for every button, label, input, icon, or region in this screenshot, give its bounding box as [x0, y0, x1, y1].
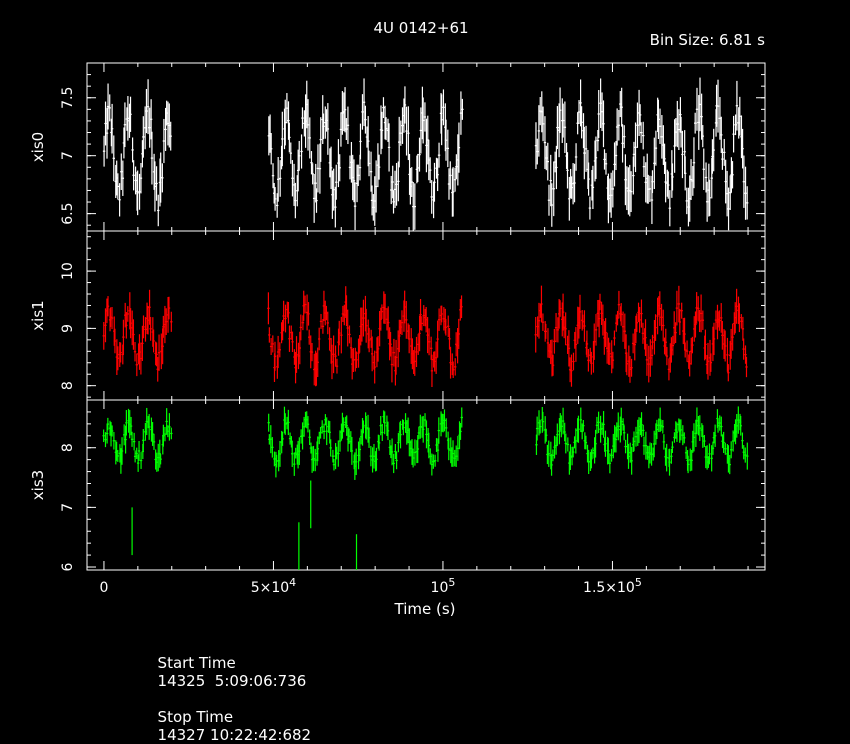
y-tick-label: 7	[60, 503, 76, 512]
x-tick-label: 0	[99, 580, 108, 596]
start-time-value: 14325 5:09:06:736	[157, 672, 307, 690]
data-series-xis0	[102, 77, 749, 231]
bin-size-label: Bin Size: 6.81 s	[650, 31, 766, 49]
y-tick-label: 6.5	[60, 202, 76, 224]
panel-xis1: 8 9 10 xis1	[29, 230, 766, 401]
x-tick-label: 1.5×105	[583, 576, 642, 596]
y-tick-label: 9	[60, 324, 76, 333]
panel-xis3: 6 7 8 xis3	[29, 399, 766, 571]
y-axis-label-xis1: xis1	[29, 300, 47, 330]
y-axis-label-xis3: xis3	[29, 470, 47, 500]
y-tick-label: 10	[60, 262, 76, 280]
stop-time-label: Stop Time	[157, 708, 234, 726]
y-tick-label: 7	[60, 151, 76, 160]
panel-xis0: 6.5 7 7.5 xis0	[29, 62, 766, 232]
y-tick-label: 7.5	[60, 87, 76, 109]
x-tick-label: 5×104	[251, 576, 296, 596]
panels: 6.5 7 7.5 xis0 8 9 10 xis1 6 7 8 xis3 0 5×104 105 1.5×1…	[29, 62, 766, 596]
y-axis-label-xis0: xis0	[29, 132, 47, 162]
y-tick-label: 8	[60, 381, 76, 390]
start-time-label: Start Time	[157, 654, 236, 672]
data-series-xis1	[102, 285, 748, 388]
light-curve-figure: 4U 0142+61 Bin Size: 6.81 s 6.5 7 7.5 xis0 8…	[29, 19, 766, 618]
data-series-xis3	[102, 406, 749, 570]
y-tick-label: 8	[60, 443, 76, 452]
x-tick-label: 105	[431, 576, 456, 596]
panel-frame	[86, 399, 766, 571]
footer-times: Start Time 14325 5:09:06:736 Stop Time 1…	[148, 636, 312, 744]
x-axis-label: Time (s)	[394, 600, 456, 618]
stop-time-value: 14327 10:22:42:682	[157, 726, 312, 744]
chart-title: 4U 0142+61	[373, 19, 468, 37]
y-tick-label: 6	[60, 562, 76, 571]
